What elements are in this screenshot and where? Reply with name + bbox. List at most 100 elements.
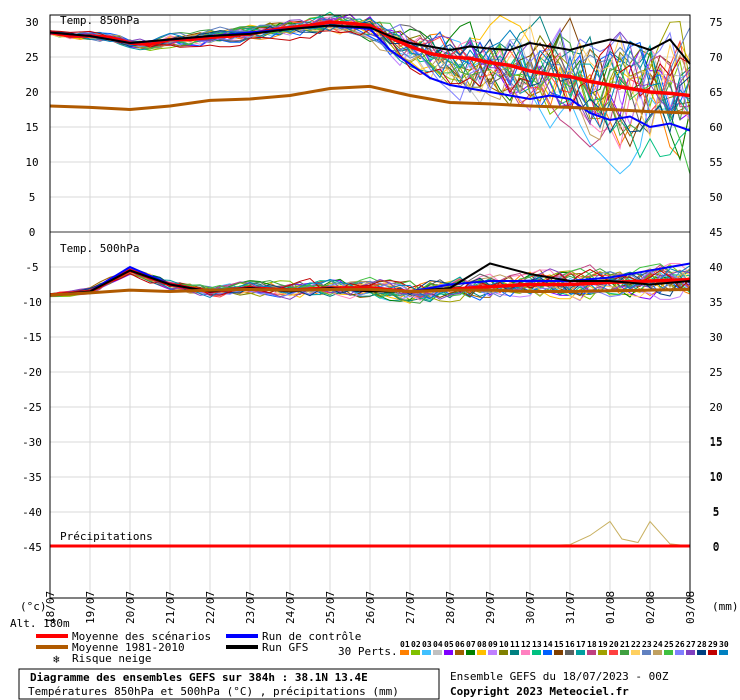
t850-left-tick: 10 xyxy=(25,156,38,169)
t500-left-tick: -20 xyxy=(22,366,42,379)
pert-number: 19 xyxy=(598,640,608,649)
pert-swatch xyxy=(510,650,519,655)
precip-right-tick: 10 xyxy=(709,470,722,483)
pert-swatch xyxy=(444,650,453,655)
pert-swatch xyxy=(719,650,728,655)
t850-member-line xyxy=(49,20,691,134)
pert-swatch xyxy=(521,650,530,655)
t850-right-tick: 50 xyxy=(709,191,722,204)
pert-swatch xyxy=(675,650,684,655)
date-tick: 02/08 xyxy=(644,591,657,624)
footer-subtitle: Températures 850hPa et 500hPa (°C) , pré… xyxy=(28,685,399,698)
precip-panel-label: Précipitations xyxy=(60,530,153,543)
t500-left-tick: -30 xyxy=(22,436,42,449)
pert-number: 12 xyxy=(521,640,531,649)
footer-run: Ensemble GEFS du 18/07/2023 - 00Z xyxy=(450,670,669,683)
pert-number: 18 xyxy=(587,640,597,649)
pert-number: 08 xyxy=(477,640,487,649)
date-tick: 27/07 xyxy=(404,591,417,624)
pert-number: 07 xyxy=(466,640,476,649)
t850-right-tick: 70 xyxy=(709,51,722,64)
t850-right-tick: 55 xyxy=(709,156,722,169)
t850-left-tick: 5 xyxy=(29,191,36,204)
pert-number: 05 xyxy=(444,640,454,649)
precip-right-tick: 0 xyxy=(713,540,720,553)
precip-right-tick: 5 xyxy=(713,505,720,518)
date-tick: 28/07 xyxy=(444,591,457,624)
t500-left-tick: -10 xyxy=(22,296,42,309)
t500-panel-label: Temp. 500hPa xyxy=(60,242,139,255)
date-tick: 22/07 xyxy=(204,591,217,624)
pert-number: 21 xyxy=(620,640,630,649)
date-tick: 03/08 xyxy=(684,591,697,624)
date-tick: 23/07 xyxy=(244,591,257,624)
t850-right-tick: 45 xyxy=(709,226,722,239)
legend: Moyenne des scénarios Moyenne 1981-2010 … xyxy=(36,630,729,666)
t500-right-tick: 0 xyxy=(713,541,720,554)
t500-moyenne-1981-2010-line xyxy=(49,287,691,297)
pert-number: 14 xyxy=(543,640,553,649)
pert-number: 23 xyxy=(642,640,652,649)
legend-clim-label: Moyenne 1981-2010 xyxy=(72,641,185,654)
footer: Diagramme des ensembles GEFS sur 384h : … xyxy=(18,668,669,700)
date-tick: 18/07 xyxy=(44,591,57,624)
pert-swatch xyxy=(620,650,629,655)
pert-swatch xyxy=(411,650,420,655)
pert-number: 16 xyxy=(565,640,575,649)
t850-panel-label: Temp. 850hPa xyxy=(60,14,139,27)
pert-number: 30 xyxy=(719,640,729,649)
perturbation-legend: 01 02 03 04 05 06 07 08 09 10 11 12 13 14 15 16 17 18 19 20… xyxy=(400,640,729,655)
pert-swatch xyxy=(543,650,552,655)
pert-number: 22 xyxy=(631,640,641,649)
pert-swatch xyxy=(433,650,442,655)
pert-number: 20 xyxy=(609,640,619,649)
t500-left-tick: -45 xyxy=(22,541,42,554)
pert-swatch xyxy=(532,650,541,655)
t850-member-line xyxy=(49,26,691,141)
pert-number: 24 xyxy=(653,640,663,649)
t500-member-line xyxy=(49,268,691,296)
pert-swatch xyxy=(642,650,651,655)
t500-right-tick: 15 xyxy=(709,436,722,449)
pert-swatch xyxy=(455,650,464,655)
t850-left-tick: 15 xyxy=(25,121,38,134)
date-tick: 01/08 xyxy=(604,591,617,624)
t850-left-tick: 20 xyxy=(25,86,38,99)
pert-number: 26 xyxy=(675,640,685,649)
t500-right-tick: 20 xyxy=(709,401,722,414)
date-tick: 20/07 xyxy=(124,591,137,624)
pert-swatch xyxy=(686,650,695,655)
pert-swatch xyxy=(653,650,662,655)
pert-swatch xyxy=(587,650,596,655)
main-series xyxy=(49,20,691,548)
legend-perts-label: 30 Perts. xyxy=(338,645,398,658)
t500-right-tick: 5 xyxy=(713,506,720,519)
legend-gfs-label: Run GFS xyxy=(262,641,308,654)
precip-right-tick: 15 xyxy=(709,435,722,448)
t500-right-tick: 10 xyxy=(709,471,722,484)
date-tick: 26/07 xyxy=(364,591,377,624)
right-unit-label: (mm) xyxy=(712,600,739,613)
pert-swatch xyxy=(400,650,409,655)
pert-number: 15 xyxy=(554,640,564,649)
t850-left-tick: 25 xyxy=(25,51,38,64)
t850-right-tick: 75 xyxy=(709,16,722,29)
pert-number: 27 xyxy=(686,640,696,649)
date-tick: 29/07 xyxy=(484,591,497,624)
pert-number: 06 xyxy=(455,640,465,649)
t500-run-gfs-line xyxy=(49,262,691,296)
pert-swatch xyxy=(422,650,431,655)
pert-swatch xyxy=(477,650,486,655)
pert-swatch xyxy=(576,650,585,655)
date-tick: 21/07 xyxy=(164,591,177,624)
t500-right-tick: 25 xyxy=(709,366,722,379)
t500-left-tick: -35 xyxy=(22,471,42,484)
date-tick: 31/07 xyxy=(564,591,577,624)
t850-left-tick: 30 xyxy=(25,16,38,29)
altitude-label: Alt. 180m xyxy=(10,617,70,630)
pert-swatch xyxy=(708,650,717,655)
date-tick: 19/07 xyxy=(84,591,97,624)
t500-left-tick: -5 xyxy=(25,261,38,274)
pert-swatch xyxy=(664,650,673,655)
pert-swatch xyxy=(631,650,640,655)
